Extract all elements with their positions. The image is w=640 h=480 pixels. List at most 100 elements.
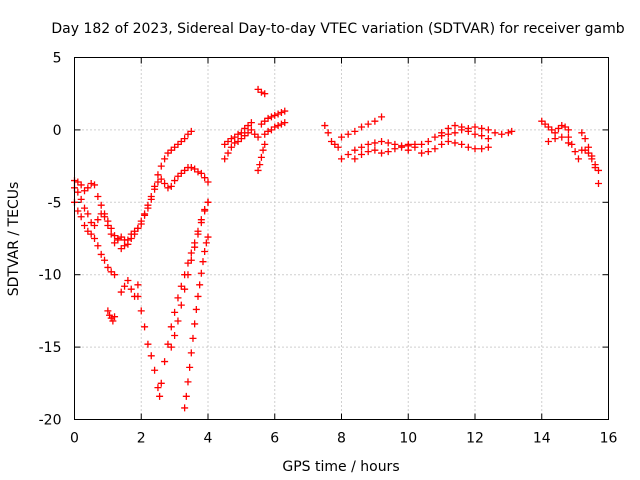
data-point-marker [81,221,89,229]
data-point-marker [254,133,262,141]
data-point-marker [254,166,262,174]
data-point-marker [87,179,95,187]
data-point-marker [484,135,492,143]
data-point-marker [97,201,105,209]
data-point-marker [187,256,195,264]
data-point-marker [471,123,479,131]
data-point-marker [418,149,426,157]
data-point-marker [191,243,199,251]
data-point-marker [151,182,159,190]
data-point-marker [77,181,85,189]
data-point-marker [121,282,129,290]
data-point-marker [471,130,479,138]
y-tick-label: -20 [39,413,62,429]
data-point-marker [184,271,192,279]
data-point-marker [91,181,99,189]
data-point-marker [257,88,265,96]
point-series [134,198,212,400]
data-point-marker [271,111,279,119]
point-series [254,85,269,98]
data-point-marker [234,130,242,138]
data-point-marker [167,182,175,190]
data-point-marker [134,281,142,289]
point-series [71,127,195,248]
data-point-marker [451,139,459,147]
data-point-marker [124,276,132,284]
data-point-marker [167,323,175,331]
data-point-marker [182,392,190,400]
data-point-marker [451,129,459,137]
data-point-marker [84,210,92,218]
data-point-marker [184,378,192,386]
data-point-marker [358,143,366,151]
data-point-marker [351,127,359,135]
data-point-marker [177,301,185,309]
data-point-marker [444,130,452,138]
point-series [578,129,602,187]
point-series [538,117,572,137]
point-series [438,123,516,140]
data-point-marker [277,109,285,117]
data-point-marker [164,184,172,192]
point-series [254,140,269,174]
data-point-marker [144,201,152,209]
data-point-marker [74,207,82,215]
data-point-marker [321,122,329,130]
y-tick-label: 5 [53,51,62,67]
data-points [71,85,602,412]
data-point-marker [127,285,135,293]
data-point-marker [174,294,182,302]
data-point-marker [121,236,129,244]
data-point-marker [247,119,255,127]
data-point-marker [259,146,267,154]
data-point-marker [338,155,345,163]
data-point-marker [411,143,419,151]
data-point-marker [197,169,205,177]
data-point-marker [438,140,446,148]
point-series [257,107,289,128]
data-point-marker [267,113,275,121]
data-point-marker [358,151,366,159]
data-point-marker [94,216,102,224]
data-point-marker [391,145,399,153]
data-point-marker [144,340,152,348]
point-series [167,198,212,351]
data-point-marker [181,404,189,412]
data-point-marker [187,249,195,257]
data-point-marker [186,363,194,371]
data-point-marker [204,233,212,241]
data-point-marker [498,130,506,138]
data-point-marker [171,332,179,340]
data-point-marker [157,162,165,170]
y-axis-label: SDTVAR / TECUs [6,182,22,297]
data-point-marker [154,171,162,179]
data-point-marker [364,120,372,128]
data-point-marker [281,119,289,127]
data-point-marker [197,219,205,227]
data-point-marker [199,258,207,266]
point-series [338,113,386,141]
data-point-marker [117,288,125,296]
data-point-marker [371,117,379,125]
data-point-marker [581,135,589,143]
data-point-marker [104,221,112,229]
data-point-marker [127,235,135,242]
data-point-marker [204,178,212,186]
data-point-marker [194,230,202,238]
data-point-marker [424,148,432,156]
data-point-marker [384,148,392,156]
data-point-marker [371,139,379,147]
data-point-marker [364,148,372,156]
data-point-marker [378,113,386,121]
data-point-marker [91,221,99,229]
chart-title: Day 182 of 2023, Sidereal Day-to-day VTE… [51,21,624,37]
data-point-marker [564,133,572,141]
grid-lines [74,57,609,420]
data-point-marker [281,107,289,115]
point-series [104,307,119,325]
data-point-marker [588,155,596,163]
data-point-marker [87,230,95,238]
data-point-marker [458,126,466,134]
data-point-marker [364,140,372,148]
data-point-marker [378,149,386,157]
